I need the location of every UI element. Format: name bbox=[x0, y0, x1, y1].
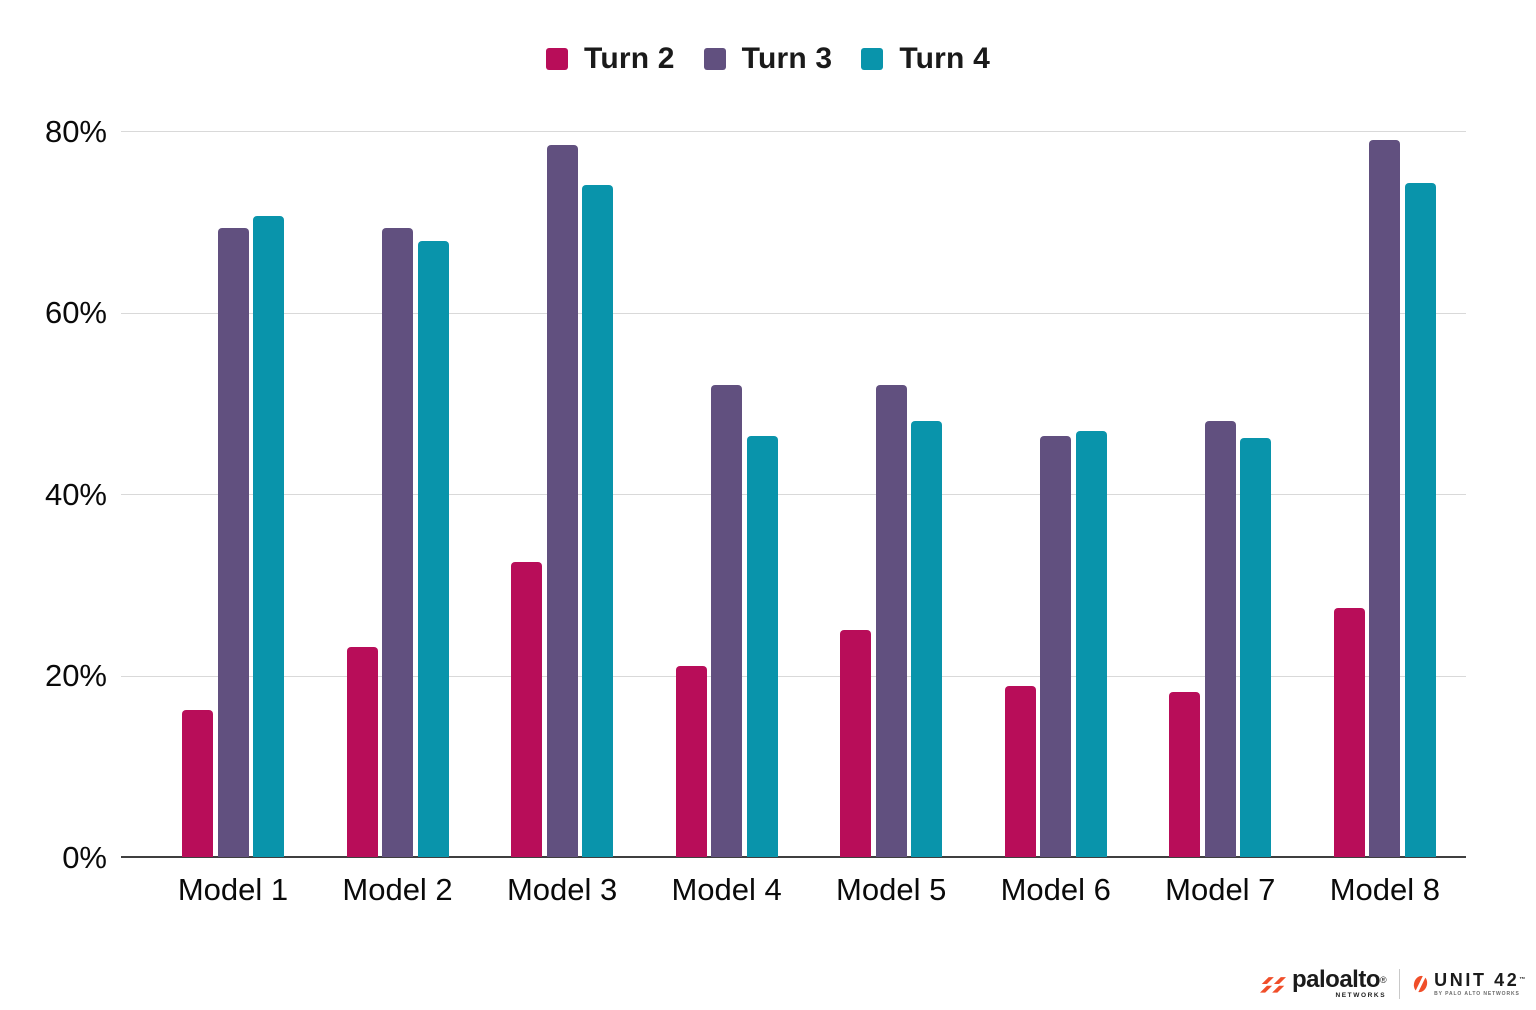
legend-swatch-turn-4 bbox=[861, 48, 884, 70]
paloalto-networks-logo: paloalto® NETWORKS bbox=[1260, 966, 1387, 999]
y-tick-60: 60% bbox=[44, 295, 107, 330]
x-axis-line bbox=[121, 856, 1466, 858]
gridline-40 bbox=[121, 494, 1466, 495]
bar-turn-4-model-8 bbox=[1404, 182, 1436, 857]
x-label-model-5: Model 5 bbox=[836, 872, 947, 907]
x-label-model-7: Model 7 bbox=[1165, 872, 1276, 907]
unit42-subtext: BY PALO ALTO NETWORKS bbox=[1434, 990, 1520, 997]
bar-turn-2-model-2 bbox=[346, 647, 378, 857]
legend-label-turn-2: Turn 2 bbox=[584, 42, 675, 75]
bar-turn-4-model-1 bbox=[253, 216, 284, 857]
legend-item-turn-2: Turn 2 bbox=[546, 42, 675, 76]
y-tick-20: 20% bbox=[44, 658, 107, 693]
y-tick-80: 80% bbox=[44, 113, 107, 149]
bar-turn-3-model-1 bbox=[217, 228, 249, 857]
legend-label-turn-4: Turn 4 bbox=[899, 42, 990, 75]
x-label-model-3: Model 3 bbox=[506, 872, 618, 907]
bar-turn-2-model-7 bbox=[1169, 691, 1201, 857]
legend: Turn 2 Turn 3 Turn 4 bbox=[0, 42, 1536, 76]
bar-turn-2-model-6 bbox=[1004, 686, 1036, 857]
x-label-model-2: Model 2 bbox=[342, 872, 453, 907]
legend-swatch-turn-2 bbox=[546, 48, 569, 70]
bar-turn-3-model-8 bbox=[1369, 140, 1401, 857]
gridline-60 bbox=[121, 312, 1466, 314]
x-label-model-1: Model 1 bbox=[177, 872, 289, 907]
legend-item-turn-4: Turn 4 bbox=[861, 42, 990, 76]
bar-turn-4-model-7 bbox=[1240, 437, 1272, 857]
unit42-logo-icon bbox=[1414, 975, 1428, 994]
paloalto-networks-subtext: NETWORKS bbox=[1335, 992, 1387, 999]
bar-turn-2-model-1 bbox=[182, 709, 213, 857]
bar-turn-4-model-3 bbox=[582, 185, 614, 857]
y-tick-40: 40% bbox=[44, 476, 107, 512]
logo-divider bbox=[1399, 969, 1401, 999]
unit42-wordmark: UNIT 42™ bbox=[1434, 969, 1528, 990]
bar-turn-4-model-2 bbox=[417, 240, 449, 857]
x-label-model-6: Model 6 bbox=[1000, 872, 1111, 907]
x-label-model-8: Model 8 bbox=[1329, 872, 1440, 907]
unit42-logo: UNIT 42™ BY PALO ALTO NETWORKS bbox=[1413, 969, 1528, 997]
bar-turn-3-model-5 bbox=[875, 385, 907, 857]
paloalto-wordmark: paloalto® bbox=[1292, 966, 1387, 993]
legend-label-turn-3: Turn 3 bbox=[741, 42, 833, 75]
trademark-mark: ™ bbox=[1519, 976, 1528, 983]
x-label-model-4: Model 4 bbox=[671, 872, 782, 907]
registered-mark: ® bbox=[1380, 975, 1387, 985]
y-tick-0: 0% bbox=[62, 839, 107, 875]
bar-turn-2-model-8 bbox=[1333, 608, 1365, 857]
bar-turn-4-model-6 bbox=[1075, 431, 1107, 857]
bar-turn-3-model-2 bbox=[382, 228, 414, 857]
bar-turn-3-model-6 bbox=[1040, 435, 1072, 857]
legend-item-turn-3: Turn 3 bbox=[703, 42, 833, 76]
legend-swatch-turn-3 bbox=[703, 48, 726, 70]
footer-logos: paloalto® NETWORKS UNIT 42™ BY PALO ALTO… bbox=[1260, 963, 1528, 1005]
bar-turn-2-model-5 bbox=[840, 630, 872, 857]
gridline-20 bbox=[121, 675, 1466, 677]
bar-turn-3-model-7 bbox=[1204, 421, 1236, 857]
bar-turn-4-model-5 bbox=[911, 421, 943, 857]
bar-turn-2-model-3 bbox=[511, 562, 543, 857]
bar-turn-3-model-4 bbox=[711, 385, 743, 857]
paloalto-logo-icon bbox=[1260, 977, 1286, 993]
bar-turn-4-model-4 bbox=[746, 435, 778, 857]
bar-turn-3-model-3 bbox=[546, 144, 578, 857]
bar-turn-2-model-4 bbox=[675, 666, 707, 857]
gridline-80 bbox=[121, 131, 1466, 132]
